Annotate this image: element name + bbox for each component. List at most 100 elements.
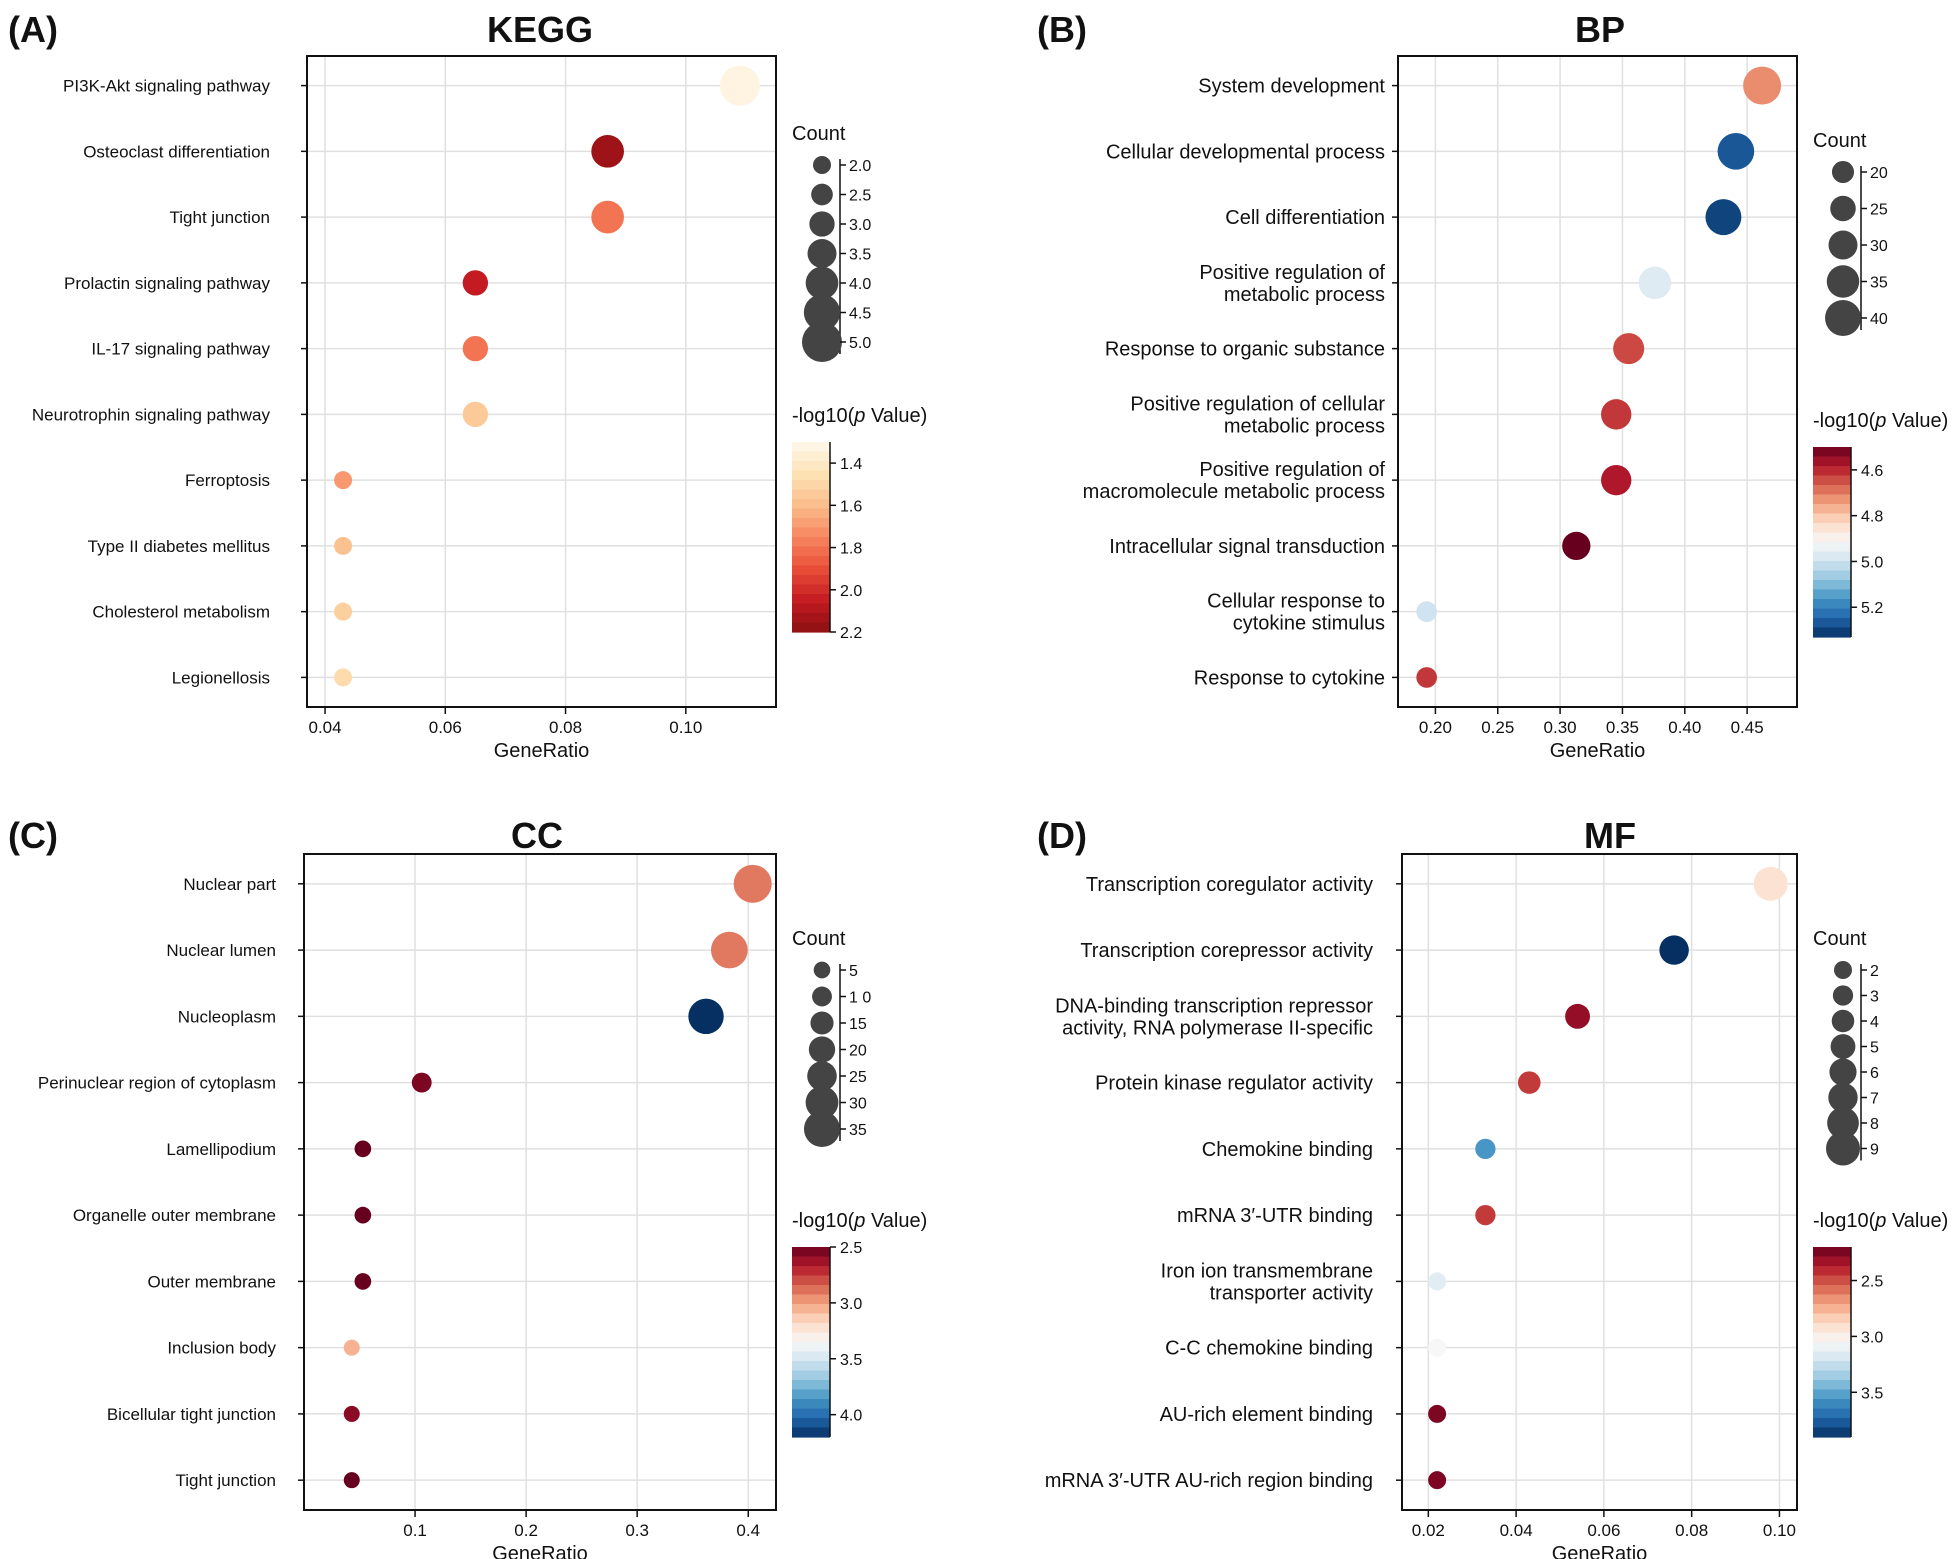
panel-label: (C) xyxy=(8,815,58,856)
colorbar-segment xyxy=(1813,1418,1851,1429)
x-tick-label: 0.3 xyxy=(625,1521,649,1540)
size-legend-circle xyxy=(1826,1131,1860,1166)
plot-frame xyxy=(303,853,777,1511)
size-legend-circle xyxy=(813,156,831,174)
colorbar-segment xyxy=(1813,589,1851,600)
category-label: Tight junction xyxy=(170,208,270,227)
colorbar-tick-label: 1.8 xyxy=(840,541,862,558)
data-point xyxy=(1753,866,1788,901)
colorbar-tick-label: 3.0 xyxy=(1861,1329,1883,1346)
data-point xyxy=(1743,66,1782,105)
colorbar-segment xyxy=(1813,1313,1851,1324)
colorbar-segment xyxy=(1813,494,1851,505)
x-tick-label: 0.40 xyxy=(1668,718,1701,737)
colorbar-segment xyxy=(792,1266,830,1277)
colorbar-segment xyxy=(1813,532,1851,543)
colorbar-segment xyxy=(792,622,830,633)
colorbar-tick-label: 4.6 xyxy=(1861,463,1883,480)
colorbar-segment xyxy=(792,480,830,491)
data-point xyxy=(1475,1204,1496,1226)
colorbar-segment xyxy=(1813,1323,1851,1334)
x-tick-label: 0.30 xyxy=(1544,718,1577,737)
category-label: Cholesterol metabolism xyxy=(92,603,270,622)
size-legend-label: 20 xyxy=(1870,165,1888,182)
data-point xyxy=(411,1072,432,1093)
colorbar-segment xyxy=(1813,599,1851,610)
data-point xyxy=(1428,1471,1447,1490)
category-label: Chemokine binding xyxy=(1202,1139,1373,1161)
colorbar-segment xyxy=(792,1294,830,1305)
size-legend-circle xyxy=(1828,1082,1858,1113)
data-point xyxy=(591,135,624,168)
size-legend-circle xyxy=(1830,195,1856,222)
colorbar-tick-label: 5.0 xyxy=(1861,554,1883,571)
colorbar-segment xyxy=(792,1351,830,1362)
size-legend-label: 30 xyxy=(849,1096,867,1113)
plot-frame xyxy=(306,55,777,708)
plot-frame xyxy=(1401,853,1798,1511)
size-legend-label: 5 xyxy=(1870,1040,1879,1057)
size-legend-circle xyxy=(808,1036,836,1063)
data-point xyxy=(1416,601,1438,622)
category-label: Positive regulation of macromolecule meta… xyxy=(1083,459,1386,503)
category-label: Outer membrane xyxy=(148,1272,277,1291)
category-label: Nuclear part xyxy=(183,875,276,894)
colorbar-segment xyxy=(792,1247,830,1258)
data-point xyxy=(1717,133,1755,170)
panel-bp: (B) BP 0.20 0.25 0.30 0.35 0.40 0.45 GeneRatio Sy… xyxy=(1037,9,1948,762)
colorbar-segment xyxy=(792,1285,830,1296)
data-point xyxy=(354,1273,372,1290)
data-point xyxy=(1428,1338,1447,1357)
size-legend-label: 4 xyxy=(1870,1014,1879,1031)
colorbar-segment xyxy=(792,1323,830,1334)
category-label: Nucleoplasm xyxy=(178,1007,276,1026)
size-legend-label: 9 xyxy=(1870,1142,1879,1159)
colorbar-segment xyxy=(792,1380,830,1391)
data-point xyxy=(1601,399,1632,430)
panel-title: CC xyxy=(511,815,563,856)
colorbar-segment xyxy=(1813,1266,1851,1277)
data-point xyxy=(1475,1138,1496,1160)
category-label: mRNA 3′-UTR binding xyxy=(1177,1205,1373,1227)
colorbar-segment xyxy=(792,1342,830,1353)
colorbar-segment xyxy=(1813,561,1851,572)
colorbar-segment xyxy=(792,461,830,472)
colorbar-segment xyxy=(792,1408,830,1419)
size-legend-circle xyxy=(1830,1034,1856,1059)
colorbar-segment xyxy=(792,1418,830,1429)
category-label: Tight junction xyxy=(176,1471,276,1490)
colorbar-segment xyxy=(1813,1332,1851,1343)
size-legend-circle xyxy=(1834,961,1852,979)
colorbar-segment xyxy=(792,527,830,538)
colorbar-segment xyxy=(792,1389,830,1400)
data-point xyxy=(1517,1071,1541,1094)
panel-kegg: (A) KEGG 0.04 0.06 0.08 0.10 GeneRatio PI3K-Akt… xyxy=(8,9,927,762)
size-legend-title: Count xyxy=(792,928,846,950)
colorbar-tick-label: 1.4 xyxy=(840,456,862,473)
size-legend-title: Count xyxy=(1813,928,1867,950)
size-legend-circle xyxy=(805,1086,839,1119)
colorbar-segment xyxy=(1813,551,1851,562)
colorbar-segment xyxy=(1813,1275,1851,1286)
size-legend-label: 5 xyxy=(849,963,858,980)
size-legend-label: 1 0 xyxy=(849,990,871,1007)
size-legend-label: 4.5 xyxy=(849,306,871,323)
category-label: System development xyxy=(1198,76,1385,98)
data-point xyxy=(1565,1003,1590,1029)
x-tick-label: 0.06 xyxy=(1587,1521,1620,1540)
colorbar-title: -log10(p Value) xyxy=(792,1210,927,1232)
category-label: Inclusion body xyxy=(167,1339,276,1358)
data-point xyxy=(591,200,624,234)
colorbar-segment xyxy=(792,508,830,519)
colorbar-segment xyxy=(1813,580,1851,591)
category-label: AU-rich element binding xyxy=(1160,1404,1373,1426)
size-legend-circle xyxy=(1828,230,1858,260)
colorbar-segment xyxy=(792,470,830,481)
data-point xyxy=(343,1472,360,1489)
size-legend-circle xyxy=(1829,1058,1857,1086)
colorbar-segment xyxy=(1813,1427,1851,1438)
x-axis-title: GeneRatio xyxy=(494,740,590,762)
colorbar-segment xyxy=(792,1256,830,1267)
category-label: mRNA 3′-UTR AU-rich region binding xyxy=(1045,1470,1373,1492)
